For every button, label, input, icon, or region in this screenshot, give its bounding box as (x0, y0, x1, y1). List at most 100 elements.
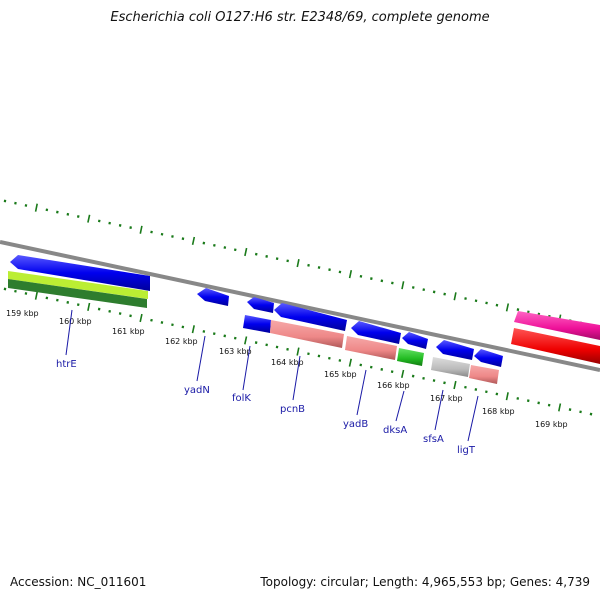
gene-label-folK[interactable]: folK (232, 393, 251, 404)
minor-tick (275, 345, 279, 349)
minor-tick (286, 259, 289, 263)
yadB-gene-arrow[interactable] (351, 321, 401, 344)
major-tick (139, 225, 143, 234)
minor-tick (212, 332, 216, 336)
ligT-cds-rect[interactable] (469, 365, 499, 384)
minor-tick (307, 263, 310, 267)
gene-label-pcnB[interactable]: pcnB (280, 404, 305, 415)
minor-tick (181, 325, 185, 329)
yadN-leader-line (196, 335, 206, 382)
pcnB-gene-arrow[interactable] (274, 303, 347, 331)
minor-tick (202, 330, 206, 333)
minor-tick (328, 268, 331, 272)
kbp-label: 161 kbp (112, 327, 145, 336)
gene-label-yadN[interactable]: yadN (184, 385, 210, 396)
folK-gene-arrow[interactable] (247, 297, 274, 313)
gene-label-htrE[interactable]: htrE (56, 359, 77, 370)
minor-tick (516, 397, 520, 400)
minor-tick (485, 301, 488, 305)
minor-tick (108, 309, 111, 313)
minor-tick (150, 230, 153, 234)
gene-labels: htrE yadN folK pcnB yadB dksA sfsA ligT (56, 359, 476, 456)
minor-tick (56, 298, 59, 302)
minor-tick (108, 221, 111, 225)
minor-tick (589, 412, 593, 416)
ligT-gene-arrow[interactable] (474, 349, 503, 367)
gene-label-leaders (65, 309, 479, 442)
minor-tick (286, 347, 289, 351)
minor-tick (432, 290, 436, 294)
minor-tick (568, 408, 572, 412)
htrE-leader-line (65, 309, 73, 356)
accession-text: Accession: NC_011601 (10, 575, 147, 589)
gene-label-dksA[interactable]: dksA (383, 425, 407, 436)
minor-tick (160, 321, 164, 324)
major-tick (505, 303, 510, 312)
minor-tick (76, 303, 80, 307)
major-tick (453, 380, 457, 390)
sfsA-cds-rect[interactable] (431, 357, 470, 377)
gene-label-ligT[interactable]: ligT (457, 445, 476, 456)
kbp-scale-labels: 159 kbp 160 kbp 161 kbp 162 kbp 163 kbp … (6, 309, 568, 429)
minor-tick (464, 297, 467, 300)
minor-tick (233, 336, 237, 340)
kbp-label: 159 kbp (6, 309, 39, 318)
minor-tick (526, 399, 530, 403)
minor-tick (370, 277, 373, 281)
minor-tick (443, 381, 446, 385)
minor-tick (328, 356, 331, 360)
minor-tick (411, 374, 415, 378)
major-tick (558, 403, 562, 412)
minor-tick (14, 289, 17, 293)
dksA-gene-arrow[interactable] (402, 332, 428, 349)
minor-tick (118, 312, 122, 315)
minor-tick (474, 388, 478, 391)
dksA-leader-line (395, 390, 405, 422)
minor-tick (359, 363, 363, 367)
htrE-gene-arrow[interactable] (10, 255, 150, 291)
htrE-dark-green-band (8, 279, 147, 308)
minor-tick (45, 296, 49, 300)
minor-tick (223, 334, 227, 338)
sfsA-leader-line (434, 389, 444, 431)
minor-tick (527, 310, 530, 314)
sfsA-gene-arrow[interactable] (436, 340, 474, 360)
gene-label-yadB[interactable]: yadB (343, 419, 368, 430)
minor-tick (254, 341, 258, 345)
minor-tick (118, 223, 122, 227)
major-tick (348, 358, 352, 367)
minor-tick (275, 257, 279, 261)
pcnB-cds-rect[interactable] (270, 320, 344, 348)
minor-tick (391, 281, 394, 285)
minor-tick (76, 215, 80, 218)
minor-tick (213, 243, 216, 247)
major-tick (401, 369, 405, 378)
minor-tick (338, 359, 342, 362)
gene-arrow-magenta[interactable] (514, 311, 600, 340)
gene-block-red[interactable] (511, 328, 600, 364)
yadB-cds-rect[interactable] (345, 336, 397, 360)
gene-label-sfsA[interactable]: sfsA (423, 434, 444, 445)
minor-tick (485, 390, 488, 394)
yadB-leader-line (356, 369, 367, 416)
major-tick (34, 291, 38, 300)
major-tick (87, 214, 91, 223)
dksA-cds-rect[interactable] (397, 348, 424, 366)
minor-tick (129, 226, 132, 230)
minor-tick (495, 303, 499, 307)
minor-tick (66, 300, 70, 304)
minor-tick (338, 270, 342, 274)
minor-tick (422, 288, 426, 292)
folK-cds-rect[interactable] (243, 315, 271, 333)
kbp-label: 169 kbp (535, 420, 568, 429)
minor-tick (45, 208, 49, 212)
minor-tick (307, 352, 310, 356)
major-tick (87, 302, 91, 311)
major-tick (139, 313, 143, 323)
major-tick (191, 325, 195, 334)
minor-tick (516, 308, 520, 312)
yadN-gene-arrow[interactable] (197, 288, 229, 306)
minor-tick (223, 246, 227, 249)
